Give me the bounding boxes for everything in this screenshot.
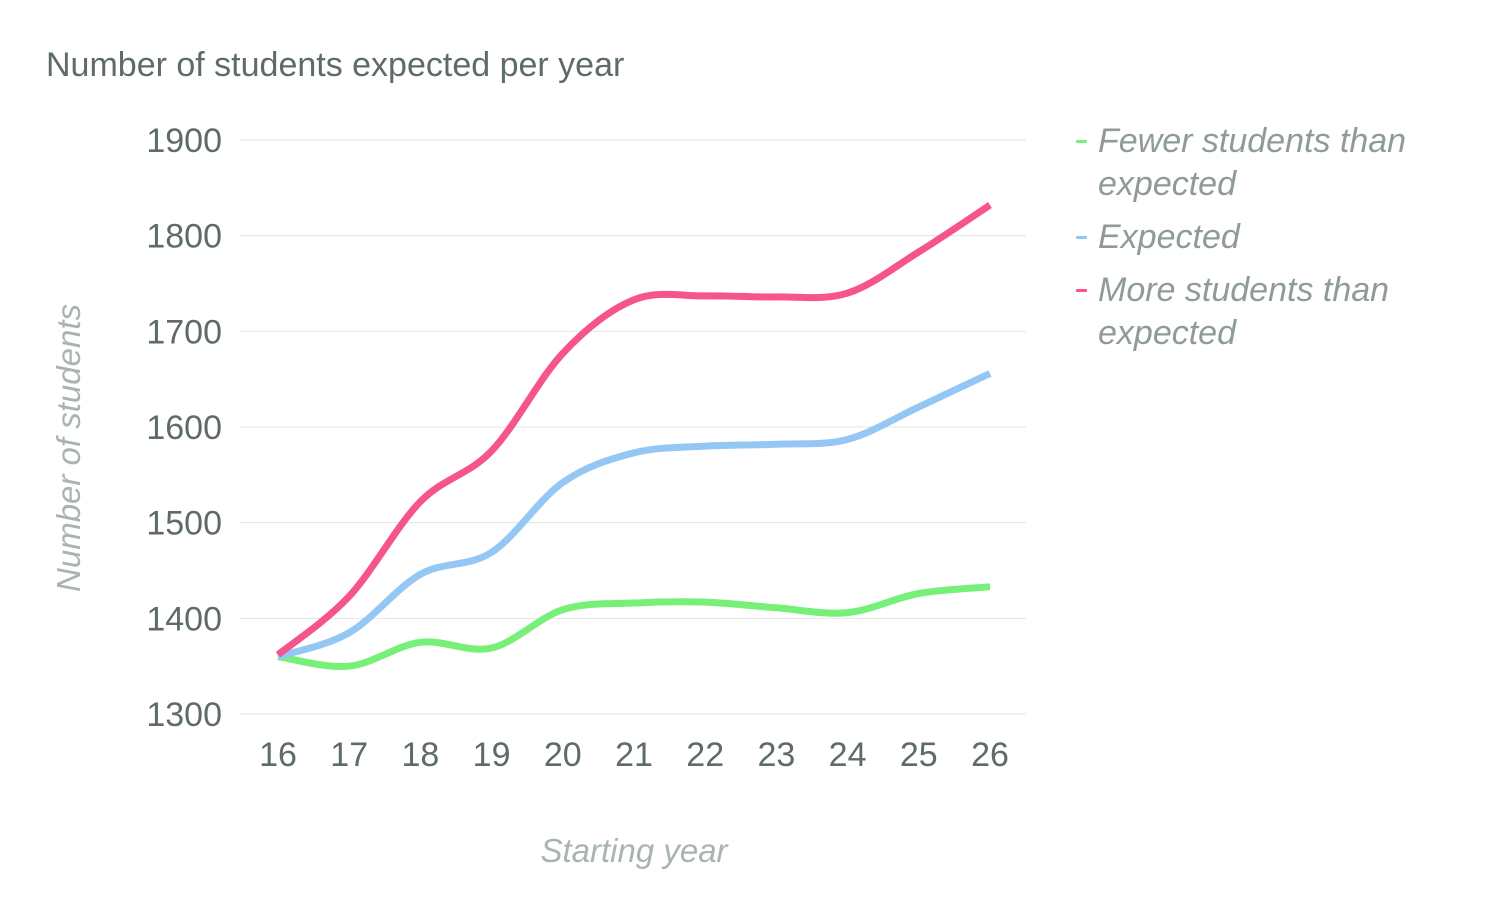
y-tick-label: 1800 [146,218,222,256]
legend-label: More students than expected [1098,271,1390,352]
x-tick-label: 17 [330,736,368,774]
y-tick-label: 1700 [146,313,222,351]
x-tick-label: 22 [686,736,724,774]
y-tick-label: 1500 [146,505,222,543]
y-tick-labels: 1300 1400 1500 1600 1700 1800 1900 [146,122,222,734]
y-tick-label: 1600 [146,409,222,447]
series-line-2 [276,370,992,660]
legend: Fewer students than expected Expected More… [1076,120,1476,365]
legend-swatch [1076,140,1087,143]
legend-item: Fewer students than expected [1076,120,1476,206]
legend-label: Expected [1098,218,1240,256]
legend-label: Fewer students than expected [1098,122,1407,203]
x-tick-label: 21 [615,736,653,774]
y-tick-label: 1400 [146,600,222,638]
y-tick-label: 1300 [146,696,222,734]
series-layer [275,202,992,671]
legend-item: More students than expected [1076,269,1476,355]
x-tick-label: 23 [757,736,795,774]
x-tick-label: 20 [544,736,582,774]
y-tick-label: 1900 [146,122,222,160]
legend-swatch [1076,236,1087,239]
series-line-1 [277,583,991,671]
x-tick-label: 24 [829,736,867,774]
chart-title: Number of students expected per year [46,46,625,84]
x-axis-label: Starting year [540,832,729,869]
x-tick-label: 16 [259,736,297,774]
legend-swatch [1076,289,1087,292]
x-tick-label: 18 [401,736,439,774]
series-line-3 [275,202,992,658]
x-tick-labels: 16 17 18 19 20 21 22 23 24 25 26 [259,736,1009,774]
x-tick-label: 19 [473,736,511,774]
x-tick-label: 25 [900,736,938,774]
y-axis-label: Number of students [50,304,87,592]
x-tick-label: 26 [971,736,1009,774]
legend-item: Expected [1076,216,1476,259]
